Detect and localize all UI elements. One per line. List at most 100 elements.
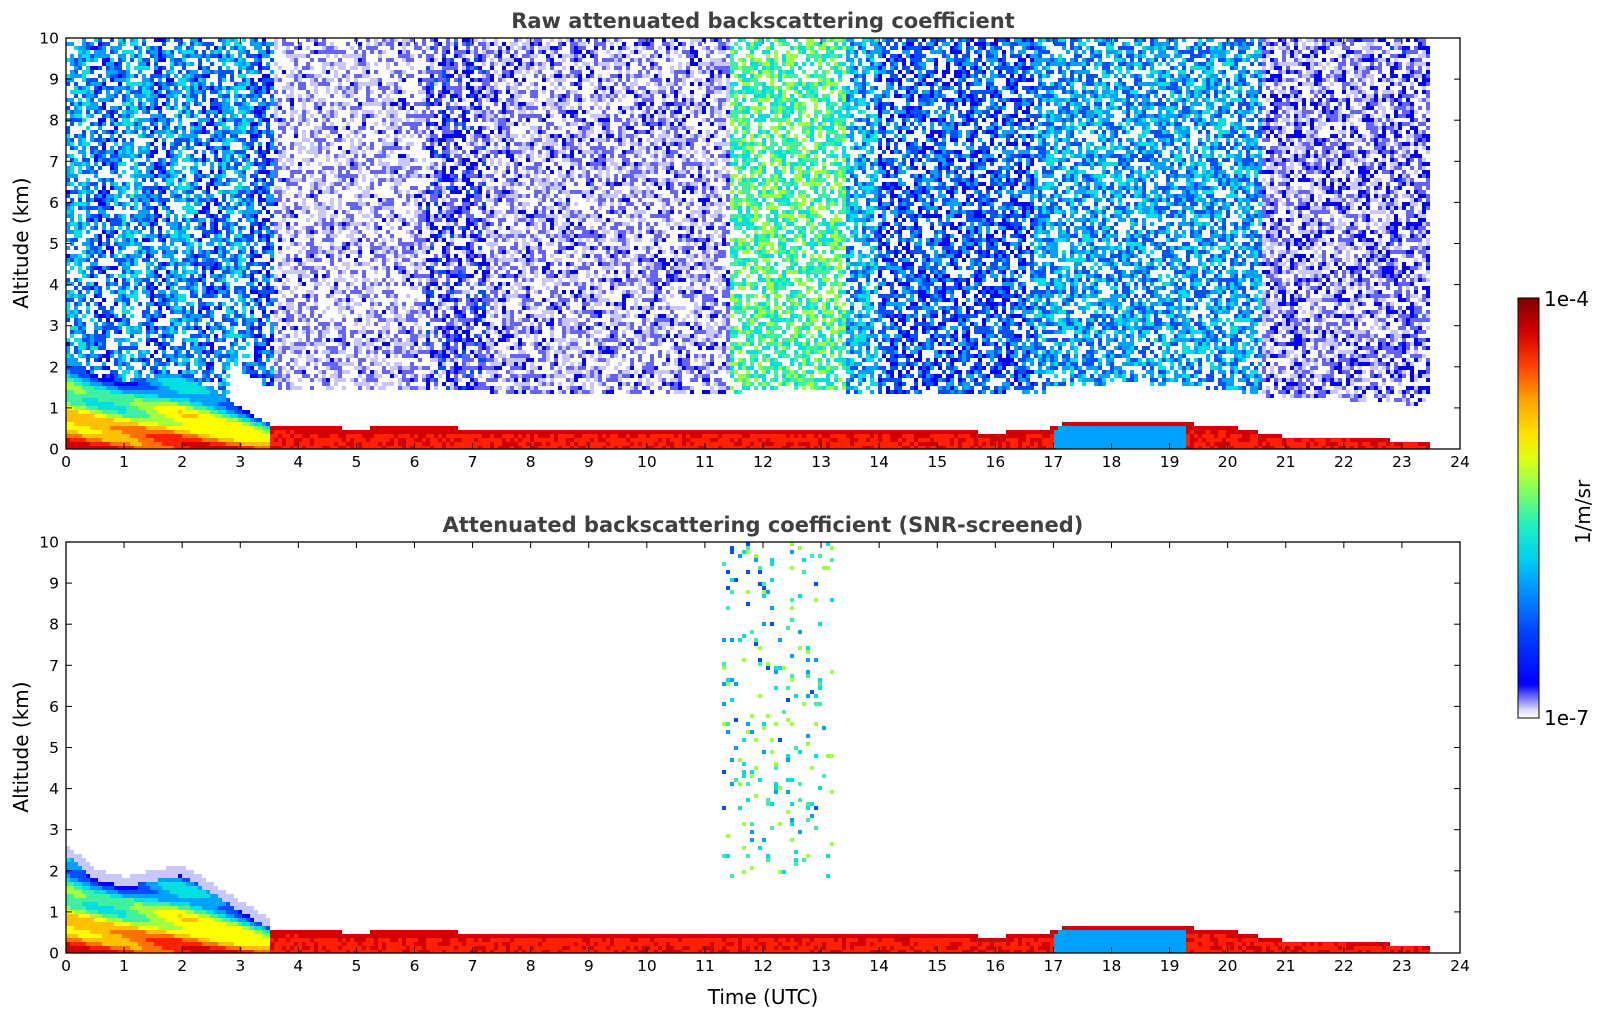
heatmap-cell	[282, 146, 286, 150]
heatmap-cell	[246, 78, 250, 82]
heatmap-cell	[170, 262, 174, 266]
heatmap-cell	[114, 162, 118, 166]
heatmap-cell	[246, 50, 250, 54]
heatmap-cell	[186, 326, 190, 330]
heatmap-cell	[338, 122, 342, 126]
heatmap-cell	[170, 190, 174, 194]
heatmap-cell	[66, 142, 70, 146]
heatmap-cell	[194, 266, 198, 270]
heatmap-cell	[70, 202, 74, 206]
heatmap-cell	[110, 130, 114, 134]
heatmap-cell	[186, 446, 190, 449]
heatmap-cell	[114, 410, 118, 414]
heatmap-cell	[306, 158, 310, 162]
heatmap-cell	[334, 102, 338, 106]
heatmap-cell	[66, 134, 70, 138]
heatmap-cell	[218, 138, 222, 142]
heatmap-cell	[338, 170, 342, 174]
heatmap-cell	[162, 234, 166, 238]
heatmap-cell	[318, 266, 322, 270]
heatmap-cell	[346, 246, 350, 250]
heatmap-cell	[150, 166, 154, 170]
heatmap-cell	[94, 182, 98, 186]
heatmap-cell	[90, 78, 94, 82]
heatmap-cell	[198, 62, 202, 66]
heatmap-cell	[98, 54, 102, 58]
heatmap-cell	[274, 206, 278, 210]
heatmap-cell	[194, 322, 198, 326]
heatmap-cell	[226, 110, 230, 114]
heatmap-cell	[174, 90, 178, 94]
heatmap-cell	[290, 54, 294, 58]
heatmap-cell	[278, 106, 282, 110]
heatmap-cell	[138, 374, 142, 378]
heatmap-cell	[174, 402, 178, 406]
heatmap-cell	[118, 82, 122, 86]
heatmap-cell	[102, 82, 106, 86]
heatmap-cell	[278, 194, 282, 198]
heatmap-cell	[302, 446, 306, 449]
heatmap-cell	[238, 246, 242, 250]
heatmap-cell	[194, 426, 198, 430]
heatmap-cell	[222, 314, 226, 318]
heatmap-cell	[162, 186, 166, 190]
heatmap-cell	[194, 346, 198, 350]
heatmap-cell	[306, 346, 310, 350]
heatmap-cell	[294, 214, 298, 218]
heatmap-cell	[94, 438, 98, 442]
heatmap-cell	[182, 362, 186, 366]
heatmap-cell	[126, 254, 130, 258]
heatmap-cell	[218, 410, 222, 414]
heatmap-cell	[70, 222, 74, 226]
heatmap-cell	[70, 410, 74, 414]
heatmap-cell	[162, 362, 166, 366]
heatmap-cell	[166, 150, 170, 154]
heatmap-cell	[238, 234, 242, 238]
heatmap-cell	[126, 62, 130, 66]
heatmap-cell	[266, 270, 270, 274]
heatmap-cell	[158, 446, 162, 449]
heatmap-cell	[314, 390, 318, 394]
heatmap-cell	[258, 162, 262, 166]
heatmap-cell	[258, 62, 262, 66]
heatmap-cell	[106, 406, 110, 410]
heatmap-cell	[78, 86, 82, 90]
heatmap-cell	[150, 390, 154, 394]
heatmap-cell	[202, 430, 206, 434]
heatmap-cell	[286, 166, 290, 170]
heatmap-cell	[126, 434, 130, 438]
heatmap-cell	[254, 110, 258, 114]
heatmap-cell	[142, 322, 146, 326]
heatmap-cell	[210, 222, 214, 226]
heatmap-cell	[258, 426, 262, 430]
heatmap-cell	[174, 330, 178, 334]
heatmap-cell	[82, 386, 86, 390]
heatmap-cell	[206, 410, 210, 414]
heatmap-cell	[90, 130, 94, 134]
heatmap-cell	[82, 354, 86, 358]
heatmap-cell	[154, 98, 158, 102]
heatmap-cell	[306, 46, 310, 50]
heatmap-cell	[130, 442, 134, 446]
heatmap-cell	[302, 426, 306, 430]
heatmap-cell	[126, 318, 130, 322]
heatmap-cell	[230, 342, 234, 346]
heatmap-cell	[106, 190, 110, 194]
heatmap-cell	[226, 410, 230, 414]
heatmap-cell	[210, 182, 214, 186]
heatmap-cell	[274, 38, 278, 42]
heatmap-cell	[326, 346, 330, 350]
heatmap-cell	[262, 246, 266, 250]
heatmap-cell	[170, 322, 174, 326]
heatmap-cell	[262, 198, 266, 202]
heatmap-cell	[102, 438, 106, 442]
heatmap-cell	[246, 154, 250, 158]
heatmap-cell	[318, 326, 322, 330]
heatmap-cell	[218, 74, 222, 78]
heatmap-cell	[210, 350, 214, 354]
heatmap-cell	[138, 446, 142, 449]
heatmap-cell	[134, 38, 138, 42]
heatmap-cell	[154, 250, 158, 254]
heatmap-cell	[178, 90, 182, 94]
heatmap-cell	[198, 366, 202, 370]
